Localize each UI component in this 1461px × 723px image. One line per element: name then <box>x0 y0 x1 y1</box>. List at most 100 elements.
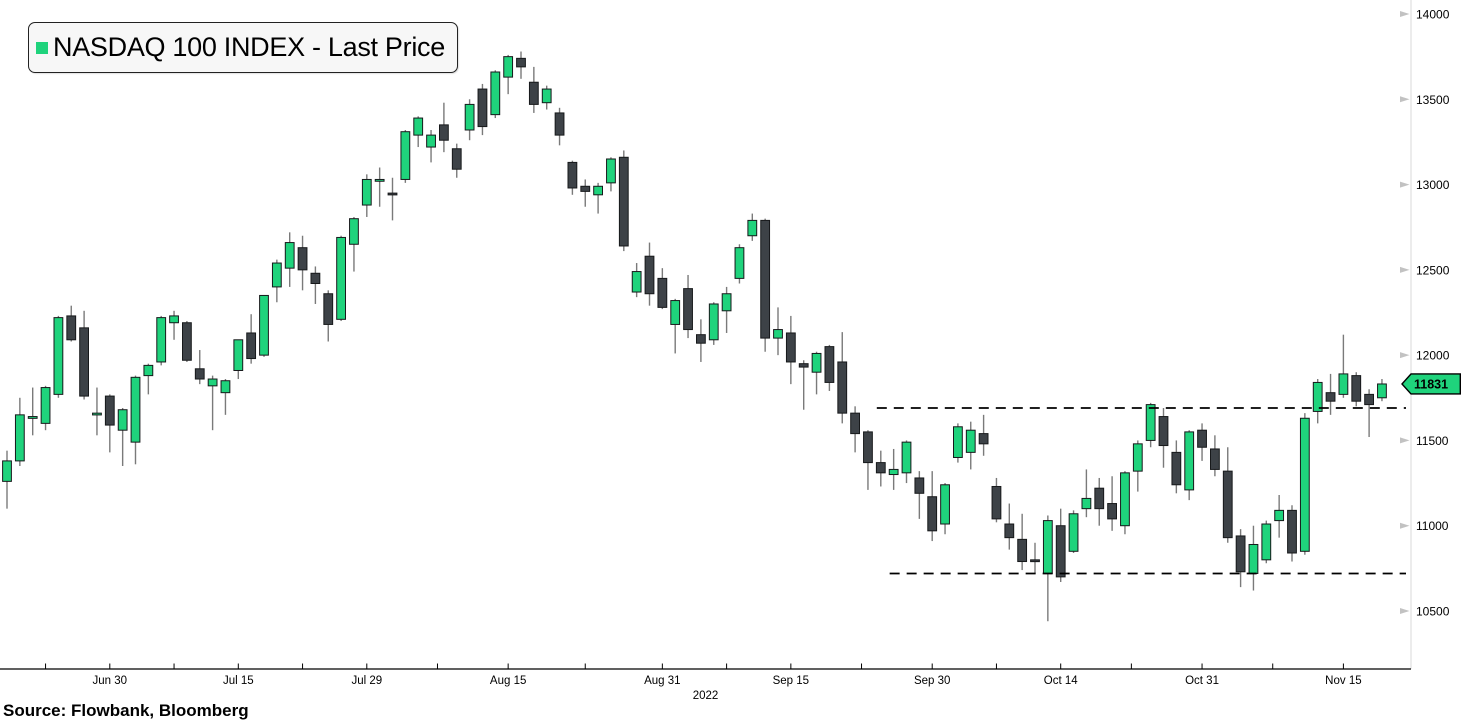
x-tick-label: Jun 30 <box>93 675 128 687</box>
candle <box>400 129 411 183</box>
candle <box>978 414 989 456</box>
candle-body <box>670 300 681 325</box>
candle-body <box>516 57 526 68</box>
candle-body <box>657 277 668 308</box>
candle <box>40 385 51 431</box>
candle <box>1055 508 1066 583</box>
candle-body <box>477 88 488 128</box>
annotation-lines <box>876 407 1406 575</box>
candle-body <box>451 148 462 170</box>
candle <box>1325 373 1336 415</box>
candle <box>284 232 295 287</box>
y-tick-arrow-icon <box>1400 522 1410 529</box>
candle <box>927 471 938 542</box>
candle <box>130 375 141 465</box>
candle <box>541 85 552 110</box>
candle-body <box>92 412 102 416</box>
candle <box>1068 510 1079 554</box>
candle-body <box>850 412 861 435</box>
candle-body <box>1120 472 1130 527</box>
candle-body <box>618 156 629 247</box>
candle-body <box>1184 431 1195 491</box>
candle-body <box>1081 497 1092 510</box>
candle <box>92 387 102 436</box>
x-tick-label: Aug 15 <box>490 675 526 687</box>
candle <box>670 298 681 354</box>
candle-body <box>1210 448 1220 470</box>
candle <box>1107 476 1117 531</box>
legend-marker-icon <box>36 41 48 54</box>
candle <box>567 160 578 195</box>
candle-body <box>27 416 38 419</box>
candle <box>708 302 719 345</box>
candle-body <box>14 414 25 462</box>
legend[interactable]: NASDAQ 100 INDEX - Last Price <box>28 22 458 73</box>
candle <box>1210 435 1220 477</box>
candle <box>721 286 732 333</box>
candle-body <box>2 460 12 482</box>
candle-body <box>541 88 552 104</box>
candle-body <box>824 346 835 383</box>
candle <box>888 448 899 490</box>
candle <box>1261 520 1272 564</box>
candle <box>747 213 758 241</box>
candle-body <box>182 322 192 361</box>
x-tick-label: Oct 31 <box>1185 675 1219 687</box>
candle-body <box>837 361 848 414</box>
candle-body <box>1377 383 1387 399</box>
candle <box>1197 423 1207 461</box>
candle-body <box>361 178 372 206</box>
candle-body <box>336 236 347 320</box>
candle <box>297 235 308 291</box>
candle <box>477 83 488 136</box>
candle <box>271 259 282 303</box>
candle-body <box>1197 429 1207 448</box>
candle-body <box>1312 381 1323 412</box>
candle <box>361 174 372 217</box>
candle <box>2 450 12 509</box>
candle-body <box>914 477 925 494</box>
last-price-tag-value: 11831 <box>1414 377 1448 391</box>
candle <box>528 66 539 113</box>
candle-body <box>734 247 745 279</box>
candle-body <box>1325 392 1336 402</box>
candle <box>657 268 668 310</box>
candle-body <box>785 332 796 363</box>
candle-body <box>554 112 565 136</box>
candle-body <box>1351 375 1362 402</box>
candle <box>143 363 154 395</box>
candle-body <box>1299 417 1310 552</box>
candle <box>194 350 205 385</box>
candle <box>940 483 950 535</box>
candle-body <box>387 192 398 196</box>
candle-body <box>1274 509 1285 522</box>
candle <box>1171 440 1182 494</box>
candle-body <box>1364 393 1374 406</box>
candle <box>606 157 616 192</box>
y-tick-label: 13500 <box>1416 93 1450 107</box>
y-tick-label: 10500 <box>1416 605 1450 619</box>
candle <box>901 440 912 484</box>
candle <box>965 421 976 470</box>
candle <box>991 477 1002 523</box>
legend-label: NASDAQ 100 INDEX - Last Price <box>53 32 445 62</box>
candle <box>516 51 526 79</box>
candle <box>387 177 398 221</box>
candle-body <box>708 303 719 341</box>
y-tick-label: 11000 <box>1416 519 1449 533</box>
candle <box>644 242 655 306</box>
candle <box>182 321 192 362</box>
candle-body <box>1030 559 1040 563</box>
candle-body <box>631 271 642 293</box>
candle-body <box>284 242 295 269</box>
y-tick-label: 13000 <box>1416 178 1450 192</box>
candle-body <box>1145 404 1156 441</box>
candle-body <box>297 247 308 271</box>
candle <box>53 315 64 398</box>
candle <box>1235 529 1246 588</box>
last-price-tag-shape <box>1401 373 1461 395</box>
candle-body <box>1222 470 1233 539</box>
candle <box>1030 542 1040 574</box>
candle-body <box>773 329 783 339</box>
